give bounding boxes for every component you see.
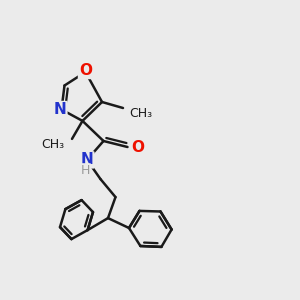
Text: N: N [81,152,93,167]
Text: O: O [131,140,144,154]
Text: H: H [81,164,90,177]
Text: CH₃: CH₃ [41,137,64,151]
Text: CH₃: CH₃ [130,106,153,120]
Text: N: N [54,102,66,117]
Text: O: O [79,63,92,78]
